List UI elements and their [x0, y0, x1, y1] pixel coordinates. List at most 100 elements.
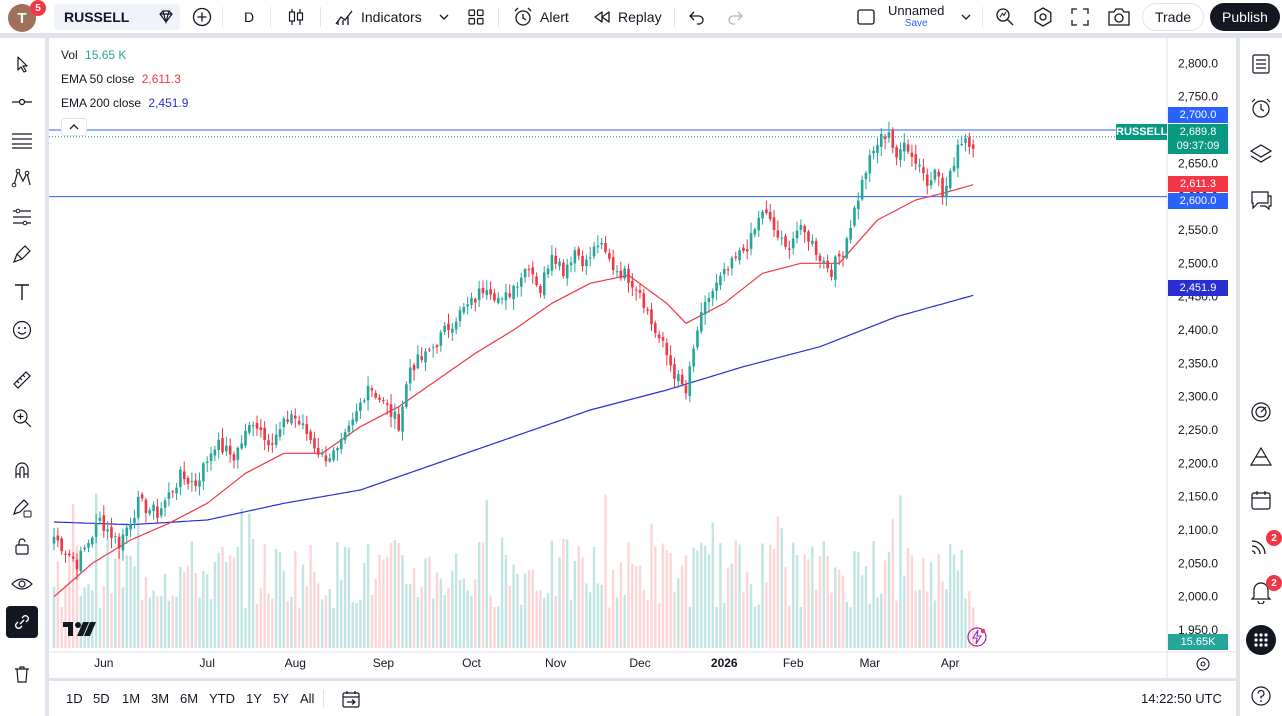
forecast-tool[interactable]: [6, 200, 38, 232]
candle-body: [539, 285, 542, 293]
fib-tool[interactable]: [6, 124, 38, 156]
quick-search-button[interactable]: [994, 0, 1016, 34]
ideas-stream-button[interactable]: [1245, 530, 1277, 562]
volume-bar: [236, 546, 240, 648]
screener-button[interactable]: [1245, 396, 1277, 428]
hline-top-tag[interactable]: 2,700.0: [1168, 107, 1228, 123]
indicators-dropdown[interactable]: [438, 0, 450, 34]
replay-button[interactable]: Replay: [592, 0, 662, 34]
candle-body: [236, 447, 240, 460]
pattern-tool[interactable]: [6, 162, 38, 194]
layout-dropdown[interactable]: [960, 0, 972, 34]
candle-body: [673, 364, 676, 379]
volume-bar: [355, 603, 358, 648]
alert-button[interactable]: Alert: [512, 0, 569, 34]
chevron-down-icon: [439, 14, 449, 20]
zoom-tool[interactable]: [6, 402, 38, 434]
candle-body: [248, 425, 251, 433]
watchlist-button[interactable]: [1245, 48, 1277, 80]
chats-button[interactable]: [1245, 184, 1277, 216]
symbol-search[interactable]: RUSSELL: [54, 4, 180, 30]
layout-checkbox[interactable]: [856, 0, 876, 34]
timezone-clock[interactable]: 14:22:50 UTC: [1141, 691, 1222, 706]
volume-bar: [408, 584, 412, 648]
notifications-button[interactable]: [1245, 576, 1277, 608]
fullscreen-button[interactable]: [1070, 0, 1090, 34]
trend-line-tool[interactable]: [6, 86, 38, 118]
volume-bar: [880, 593, 883, 648]
emoji-tool[interactable]: [6, 314, 38, 346]
range-3m[interactable]: 3M: [151, 691, 170, 706]
candle-body: [286, 419, 289, 422]
broadcast-icon: [1251, 540, 1266, 555]
hline-bottom-tag[interactable]: 2,600.0: [1168, 193, 1228, 209]
compare-button[interactable]: [192, 0, 212, 34]
volume-bar: [148, 597, 151, 648]
redo-button[interactable]: [726, 0, 744, 34]
layouts-button[interactable]: [466, 0, 486, 34]
volume-bar: [772, 548, 776, 648]
range-1y[interactable]: 1Y: [246, 691, 262, 706]
alerts-panel-button[interactable]: [1245, 92, 1277, 124]
range-1m[interactable]: 1M: [122, 691, 141, 706]
undo-button[interactable]: [688, 0, 706, 34]
candle-body: [650, 309, 653, 325]
candle-body: [883, 136, 887, 140]
collapse-legend-button[interactable]: [61, 118, 87, 136]
products-button[interactable]: [1245, 624, 1277, 656]
volume-bar: [520, 604, 523, 648]
text-tool[interactable]: [6, 276, 38, 308]
lightning-icon[interactable]: [966, 626, 988, 648]
pine-button[interactable]: [1245, 440, 1277, 472]
legend-ema200[interactable]: EMA 200 close 2,451.9: [61, 96, 188, 110]
layout-name-button[interactable]: Unnamed Save: [888, 0, 944, 34]
candle-body: [791, 238, 795, 249]
lock-drawings-tool[interactable]: [6, 530, 38, 562]
screenshot-button[interactable]: [1107, 0, 1131, 34]
range-5d[interactable]: 5D: [93, 691, 110, 706]
trade-button[interactable]: Trade: [1142, 3, 1204, 31]
candle-body: [925, 174, 929, 186]
candle-body: [707, 297, 711, 303]
chart-panel[interactable]: 2,800.0 2,750.0 2,700.0 2,650.0 2,600.0 2,550…: [49, 38, 1236, 678]
remove-drawings-tool[interactable]: [6, 658, 38, 690]
candle-body: [711, 291, 715, 299]
magnet-tool[interactable]: [6, 454, 38, 486]
object-tree-button[interactable]: [1245, 138, 1277, 170]
goto-date-button[interactable]: [341, 681, 361, 716]
hide-drawings-tool[interactable]: [6, 568, 38, 600]
stay-drawing-tool[interactable]: [6, 492, 38, 524]
range-all[interactable]: All: [300, 691, 315, 706]
calendar-button[interactable]: [1245, 484, 1277, 516]
cursor-tool[interactable]: [6, 48, 38, 80]
volume-bar: [707, 554, 711, 648]
volume-bar: [183, 572, 186, 648]
publish-button[interactable]: Publish: [1210, 3, 1280, 31]
range-5y[interactable]: 5Y: [273, 691, 289, 706]
candle-body: [175, 487, 178, 494]
candle-body: [454, 321, 458, 330]
axis-settings-icon[interactable]: [1195, 656, 1211, 672]
help-button[interactable]: [1245, 680, 1277, 712]
sync-drawings-tool[interactable]: [6, 606, 38, 638]
indicators-button[interactable]: Indicators: [334, 0, 422, 34]
chart-type-button[interactable]: [286, 0, 306, 34]
volume-bar: [68, 554, 71, 648]
range-ytd[interactable]: YTD: [209, 691, 235, 706]
candle-body: [611, 257, 615, 271]
x-tick-label: Sep: [373, 656, 395, 670]
range-6m[interactable]: 6M: [180, 691, 199, 706]
brush-tool[interactable]: [6, 238, 38, 270]
candle-body: [592, 246, 596, 257]
interval-button[interactable]: D: [244, 0, 254, 34]
settings-button[interactable]: [1032, 0, 1054, 34]
clock-alert-icon: [1251, 98, 1271, 118]
price-chart[interactable]: 2,800.0 2,750.0 2,700.0 2,650.0 2,600.0 2,550…: [49, 38, 1236, 678]
measure-tool[interactable]: [6, 364, 38, 396]
range-1d[interactable]: 1D: [66, 691, 83, 706]
square-icon: [857, 9, 875, 25]
legend-volume[interactable]: Vol 15.65 K: [61, 48, 126, 62]
rewind-icon: [594, 11, 610, 23]
legend-ema50[interactable]: EMA 50 close 2,611.3: [61, 72, 181, 86]
candle-body: [313, 438, 316, 449]
